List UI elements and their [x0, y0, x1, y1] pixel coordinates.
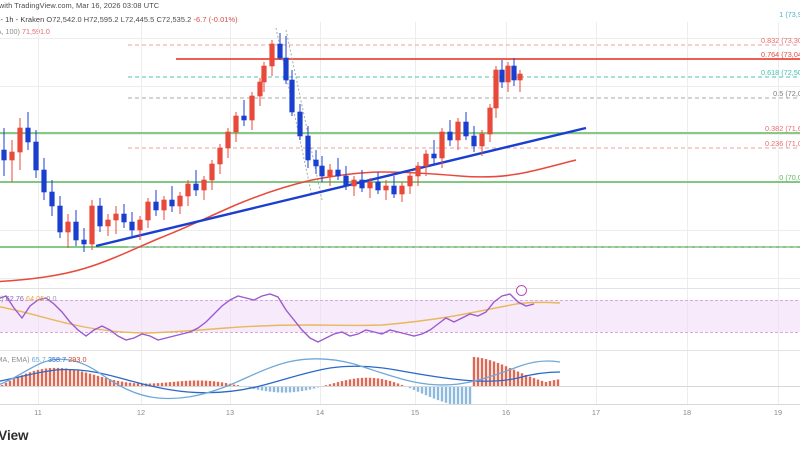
macd-histogram: [0, 356, 560, 404]
ma-overlay-value: 71,591.0: [21, 27, 50, 36]
ohlc-low: L72,445.5: [120, 15, 155, 24]
x-axis-tick-15: 15: [410, 408, 420, 417]
fib-label-2: 0.764 (73,048: [760, 50, 800, 59]
ma-overlay-params: 0, SMA, 100): [0, 27, 20, 36]
x-axis-tick-11: 11: [34, 408, 42, 417]
rsi-extra-2: 0: [52, 294, 57, 303]
rsi-signal-value: 64.05: [26, 294, 45, 303]
macd-legend: lose, 9, EMA, EMA) 65.7 358.7 293.0: [0, 355, 87, 364]
macd-value: 65.7: [31, 355, 46, 364]
rsi-breakout-marker-icon: [516, 285, 527, 296]
descending-dotted-channel: [275, 27, 323, 201]
sma-100-line: [0, 159, 577, 283]
rsi-main-line: [0, 293, 535, 343]
horizontal-gridlines: [0, 38, 800, 279]
x-axis-tick-12: 12: [136, 408, 146, 417]
macd-histogram-value: 293.0: [68, 355, 87, 364]
x-axis: 11 12 13 14 15 16 17 18 19: [0, 404, 800, 423]
candlestick-series: [1, 33, 523, 252]
uptrend-trendline: [95, 126, 587, 248]
rsi-band-borders: [0, 300, 800, 333]
x-axis-tick-17: 17: [591, 408, 601, 417]
vertical-gridlines: [38, 22, 779, 404]
x-axis-tick-13: 13: [225, 408, 235, 417]
symbol-ohlc-line: ollar - 1h - Kraken O72,542.0 H72,595.2 …: [0, 15, 238, 24]
x-axis-tick-19: 19: [773, 408, 783, 417]
ohlc-close: C72,535.2: [156, 15, 192, 24]
ohlc-open: O72,542.0: [46, 15, 82, 24]
x-axis-tick-16: 16: [501, 408, 511, 417]
ma-overlay-legend: 0, SMA, 100) 71,591.0: [0, 27, 50, 36]
x-axis-tick-14: 14: [315, 408, 325, 417]
rsi-band-fill: [0, 300, 800, 332]
rsi-legend: MA, 14, 2) 62.76 64.05 0 0: [0, 294, 57, 303]
macd-signal-value: 358.7: [47, 355, 67, 364]
rsi-value: 62.76: [5, 294, 24, 303]
rsi-signal-line: [0, 301, 561, 334]
fib-label-7: 0 (70,09: [779, 173, 800, 182]
symbol-label: ollar - 1h - Kraken: [0, 15, 45, 24]
rsi-params: MA, 14, 2): [0, 294, 4, 303]
fib-retracement-lines: [0, 44, 800, 248]
fib-label-4: 0.5 (72,06: [773, 89, 800, 98]
macd-params: lose, 9, EMA, EMA): [0, 355, 30, 364]
macd-signal-line: [0, 365, 561, 394]
fib-label-6: 0.236 (71,07: [765, 139, 800, 148]
price-change: -6.7 (-0.01%): [193, 15, 238, 24]
fib-label-3: 0.618 (72,504: [760, 68, 800, 77]
ohlc-high: H72,595.2: [83, 15, 119, 24]
fib-label-1: 0.832 (73,302: [760, 36, 800, 45]
rsi-extra-1: 0: [46, 294, 51, 303]
chart-credit-line: ated with TradingView.com, Mar 16, 2026 …: [0, 1, 160, 10]
fib-label-5: 0.382 (71,62: [765, 124, 800, 133]
macd-main-line: [0, 358, 561, 400]
tradingview-watermark: ngView: [0, 428, 29, 443]
fib-label-0: 1 (73,93: [779, 10, 800, 19]
x-axis-tick-18: 18: [682, 408, 692, 417]
